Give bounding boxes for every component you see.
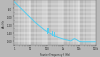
X-axis label: Fourier Frequency f (Hz): Fourier Frequency f (Hz) [40, 52, 70, 56]
Y-axis label: dBc/Hz: dBc/Hz [1, 19, 5, 27]
